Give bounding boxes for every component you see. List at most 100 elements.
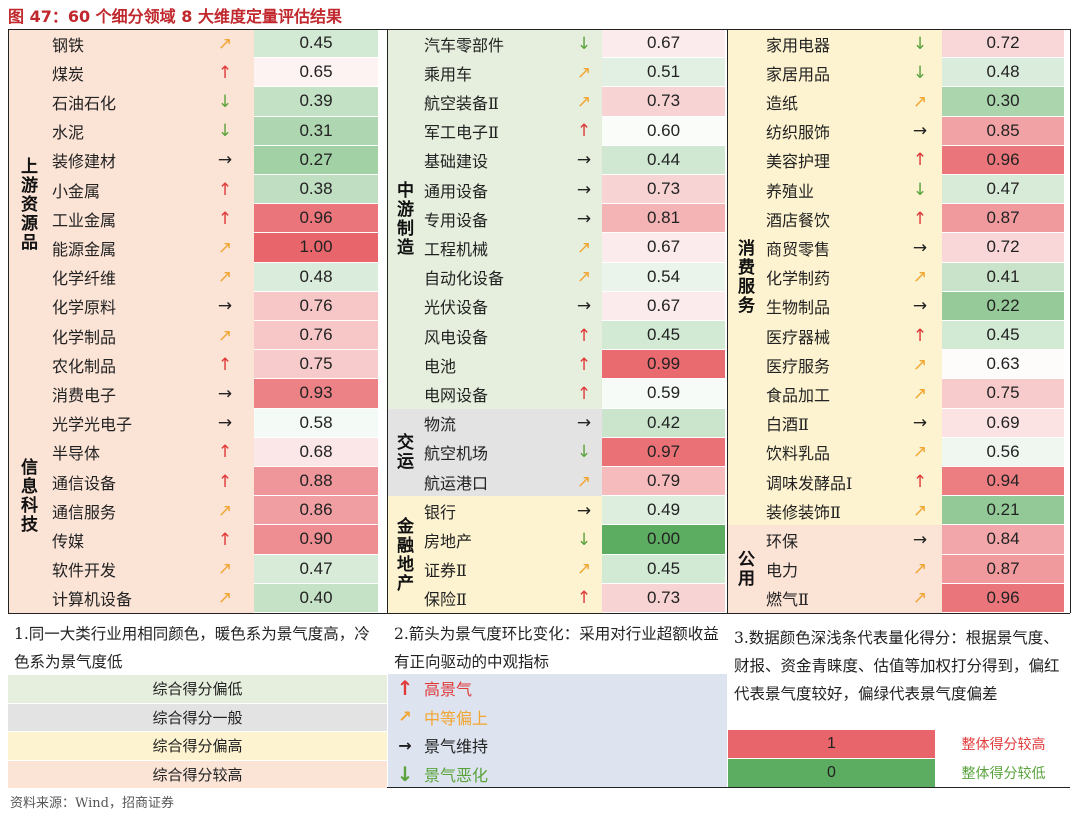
group-label: 消费服务 [734,239,754,316]
mid-arrow-icon: ↗ [217,33,233,54]
score-legend-bar: 1 [728,730,935,758]
down-arrow-icon: ↓ [912,179,928,200]
down-arrow-icon: ↓ [396,761,414,786]
score-cell: 0.73 [602,175,725,205]
score-cell: 0.75 [254,350,378,380]
row-name: 美容护理 [766,152,831,172]
mid-arrow-icon: ↗ [576,237,592,258]
row-name: 白酒Ⅱ [766,415,809,435]
group-label: 上游资源品 [17,156,37,252]
score-cell: 0.59 [602,379,725,409]
flat-arrow-icon: → [912,529,928,550]
score-cell: 0.49 [602,496,725,526]
score-cell: 0.44 [602,145,725,175]
group-band [388,408,602,497]
mid-arrow-icon: ↗ [912,383,928,404]
score-cell: 0.00 [602,525,725,555]
score-cell: 0.86 [254,496,378,526]
column-divider [8,29,9,613]
group-label: 交运 [393,433,413,472]
up-arrow-icon: ↑ [912,208,928,229]
group-band [8,29,254,380]
row-name: 化学制药 [766,269,831,289]
group-band [728,29,942,526]
up-arrow-icon: ↑ [576,354,592,375]
flat-arrow-icon: → [912,237,928,258]
score-cell: 0.67 [602,291,725,321]
up-arrow-icon: ↑ [576,383,592,404]
score-cell: 0.45 [942,321,1064,351]
row-name: 生物制品 [766,298,831,318]
score-cell: 0.45 [254,29,378,59]
row-name: 燃气Ⅱ [766,590,809,610]
row-name: 环保 [766,531,799,551]
row-name: 风电设备 [424,327,489,347]
column-divider [727,29,728,613]
row-name: 专用设备 [424,210,489,230]
arrow-legend-label: 中等偏上 [424,708,489,728]
arrow-legend-label: 高景气 [424,680,473,700]
score-cell: 0.76 [254,321,378,351]
score-cell: 0.65 [254,58,378,88]
mid-arrow-icon: ↗ [217,500,233,521]
score-cell: 0.85 [942,116,1064,146]
row-name: 家居用品 [766,64,831,84]
score-cell: 0.96 [942,583,1064,613]
row-name: 通信设备 [52,473,117,493]
row-name: 商贸零售 [766,239,831,259]
score-cell: 0.81 [602,204,725,234]
row-name: 造纸 [766,93,799,113]
group-band [388,496,602,613]
score-cell: 0.73 [602,87,725,117]
row-name: 银行 [424,502,457,522]
score-cell: 0.88 [254,467,378,497]
row-name: 传媒 [52,531,85,551]
score-cell: 0.73 [602,583,725,613]
up-arrow-icon: ↑ [217,354,233,375]
legend-group-row: 综合得分偏低 [8,674,387,703]
row-name: 通信服务 [52,502,117,522]
flat-arrow-icon: → [576,179,592,200]
row-name: 家用电器 [766,35,831,55]
mid-arrow-icon: ↗ [912,588,928,609]
score-legend-label: 整体得分较高 [961,737,1046,753]
up-arrow-icon: ↑ [217,62,233,83]
row-name: 纺织服饰 [766,123,831,143]
score-cell: 0.41 [942,262,1064,292]
up-arrow-icon: ↑ [217,208,233,229]
arrow-legend-row: ↗ 中等偏上 [392,703,722,732]
row-name: 航空机场 [424,444,489,464]
row-name: 军工电子Ⅱ [424,123,499,143]
mid-arrow-icon: ↗ [217,588,233,609]
flat-arrow-icon: → [576,296,592,317]
mid-arrow-icon: ↗ [217,267,233,288]
flat-arrow-icon: → [217,413,233,434]
score-cell: 0.56 [942,437,1064,467]
row-name: 钢铁 [52,35,85,55]
row-name: 消费电子 [52,385,117,405]
arrow-legend-label: 景气维持 [424,737,489,757]
mid-arrow-icon: ↗ [912,354,928,375]
row-name: 能源金属 [52,239,117,259]
score-cell: 0.47 [942,175,1064,205]
row-name: 养殖业 [766,181,815,201]
up-arrow-icon: ↑ [217,529,233,550]
table-border [8,29,1070,30]
row-name: 物流 [424,415,457,435]
row-name: 电池 [424,356,457,376]
score-cell: 0.94 [942,467,1064,497]
score-cell: 0.54 [602,262,725,292]
mid-arrow-icon: ↗ [912,442,928,463]
up-arrow-icon: ↑ [912,471,928,492]
row-name: 光伏设备 [424,298,489,318]
mid-arrow-icon: ↗ [217,237,233,258]
row-name: 化学制品 [52,327,117,347]
row-name: 航空装备Ⅱ [424,93,499,113]
score-cell: 0.84 [942,525,1064,555]
group-label: 公用 [734,550,754,589]
row-name: 饮料乳品 [766,444,831,464]
score-cell: 0.27 [254,145,378,175]
note-2: 2.箭头为景气度环比变化：采用对行业超额收益有正向驱动的中观指标 [394,625,719,671]
figure-title: 图 47：60 个细分领域 8 大维度定量评估结果 [8,7,342,26]
score-cell: 0.72 [942,233,1064,263]
